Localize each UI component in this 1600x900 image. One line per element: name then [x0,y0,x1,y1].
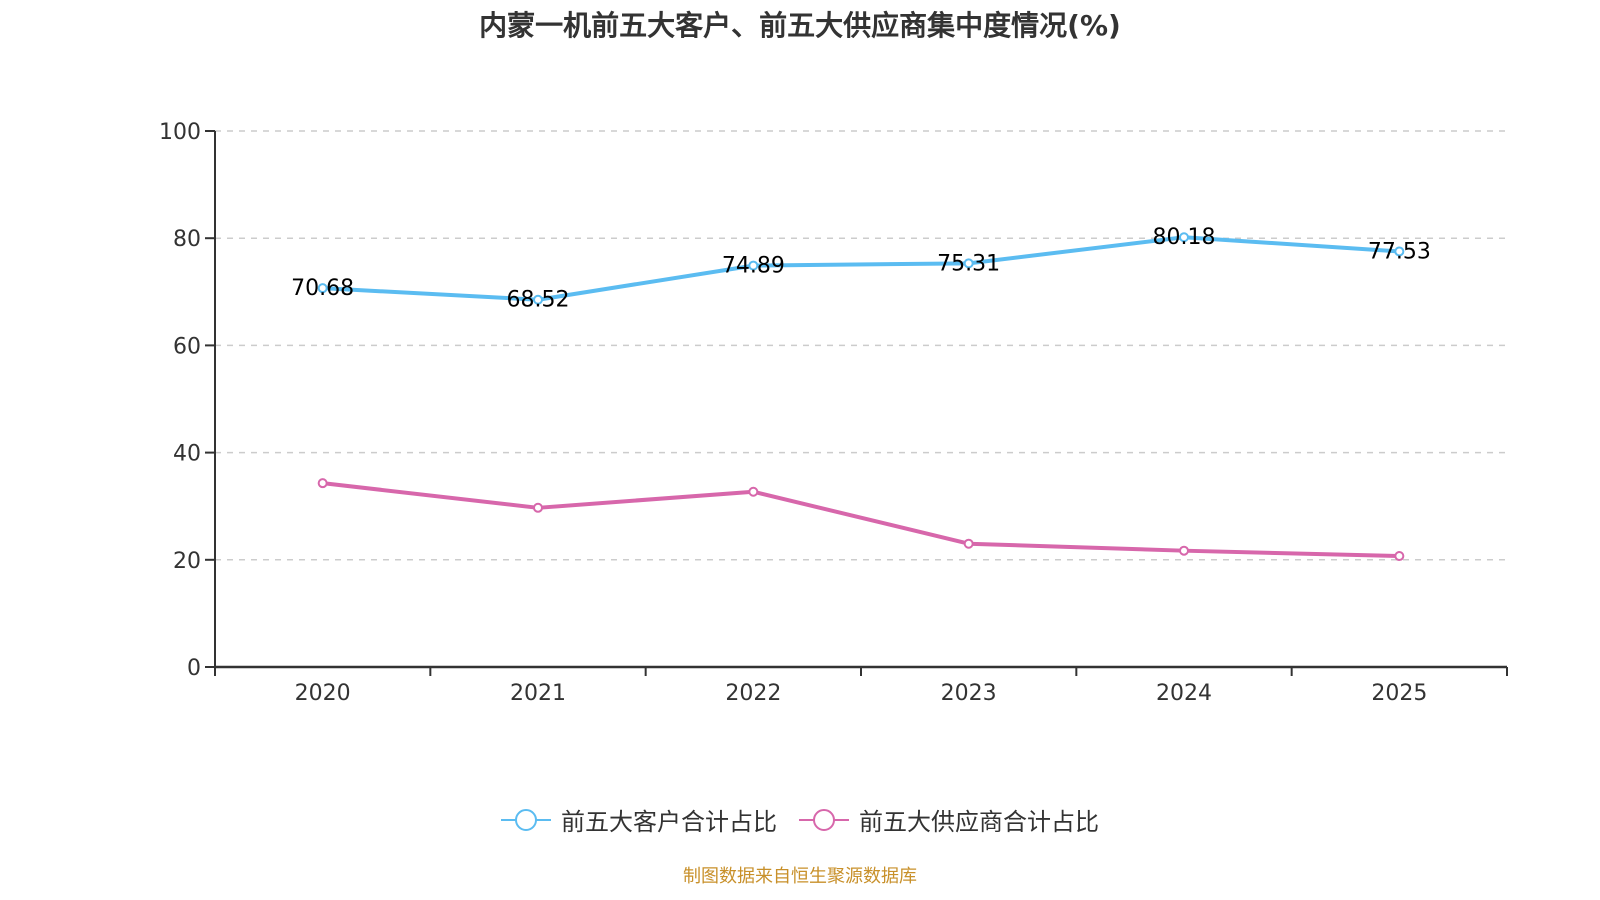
data-point-1-2024 [1179,545,1189,556]
y-tick-label: 0 [187,656,201,681]
y-tick-label: 40 [173,442,201,467]
y-tick-label: 20 [173,549,201,574]
data-label-2021: 68.52 [507,288,570,313]
legend-item-suppliers[interactable]: 前五大供应商合计占比 [799,802,1099,837]
data-label-2020: 70.68 [291,276,354,301]
data-point-0-2023 [963,258,974,269]
data-point-1-2021 [533,502,543,513]
data-point-1-2020 [317,478,328,489]
data-point-0-2025 [1394,246,1405,257]
data-point-0-2022 [748,260,759,271]
legend-label-suppliers: 前五大供应商合计占比 [859,808,1099,836]
x-tick-label-2024: 2024 [1156,681,1212,706]
series-line-1 [322,481,1400,559]
axes: 0 20 40 60 80 100 2020 2021 2022 2023 2024 2025 [159,120,1508,706]
data-point-1-2022 [748,486,759,497]
y-tick-label: 60 [173,334,201,359]
chart-title: 内蒙一机前五大客户、前五大供应商集中度情况(%) [479,9,1121,42]
x-tick-label-2022: 2022 [725,681,781,706]
y-tick-label: 100 [159,120,201,145]
legend-marker-suppliers-icon [799,808,849,831]
data-point-1-2023 [963,538,974,549]
y-tick-label: 80 [173,227,201,252]
data-label-2022: 74.89 [722,254,785,279]
legend-label-customers: 前五大客户合计占比 [561,808,777,836]
data-label-2023: 75.31 [937,251,1000,276]
x-tick-label-2020: 2020 [295,681,351,706]
x-tick-label-2021: 2021 [510,681,566,706]
data-point-0-2024 [1179,232,1189,243]
series-line-0 [322,235,1400,302]
legend-marker-customers-icon [501,808,551,831]
legend: 前五大客户合计占比 前五大供应商合计占比 [0,802,1600,837]
data-labels: 70.68 68.52 74.89 75.31 80.18 77.53 [291,225,1431,312]
data-point-1-2025 [1394,551,1405,562]
data-point-0-2021 [533,294,543,305]
series [317,232,1405,562]
data-label-2024: 80.18 [1153,225,1216,250]
data-label-2025: 77.53 [1368,239,1431,264]
grid-lines [215,130,1507,561]
legend-item-customers[interactable]: 前五大客户合计占比 [501,802,777,837]
data-source-note: 制图数据来自恒生聚源数据库 [683,866,917,887]
data-point-0-2020 [317,283,328,294]
x-tick-label-2025: 2025 [1371,681,1427,706]
x-tick-label-2023: 2023 [941,681,997,706]
